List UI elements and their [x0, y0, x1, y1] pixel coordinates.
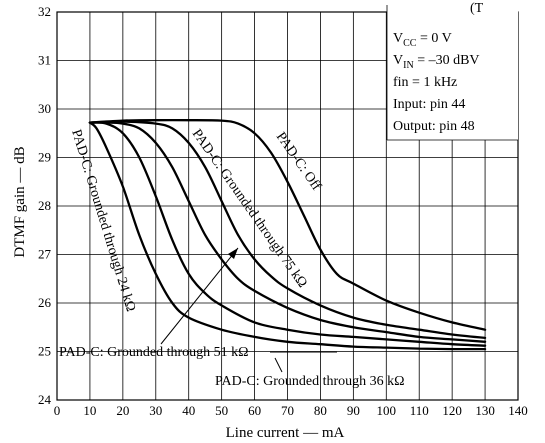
series-line-4 [88, 118, 487, 331]
x-tick-label: 90 [347, 403, 360, 418]
x-tick-label: 120 [442, 403, 462, 418]
x-tick-label: 10 [83, 403, 96, 418]
series-line-1 [88, 121, 487, 347]
tick-labels: 0 10 20 30 40 50 60 70 80 90 100 110 120 130 140 24 25 26… [38, 4, 528, 418]
y-tick-label: 29 [38, 150, 51, 165]
y-tick-label: 30 [38, 101, 51, 116]
x-tick-label: 60 [248, 403, 261, 418]
x-tick-label: 130 [475, 403, 495, 418]
y-tick-label: 27 [38, 247, 52, 262]
leader-51k-arrowhead [228, 248, 238, 259]
conditions-box-mask [387, 5, 518, 140]
y-axis-label: DTMF gain — dB [12, 146, 28, 257]
condition-output: Output: pin 48 [393, 119, 475, 134]
x-tick-label: 140 [508, 403, 528, 418]
x-tick-label: 20 [116, 403, 129, 418]
leader-36k [274, 357, 283, 373]
x-tick-label: 80 [314, 403, 327, 418]
y-tick-label: 26 [38, 295, 52, 310]
x-tick-label: 0 [54, 403, 61, 418]
condition-input: Input: pin 44 [393, 97, 465, 112]
condition-vcc: VCC = 0 V [393, 31, 452, 49]
x-tick-label: 40 [182, 403, 195, 418]
x-axis-label: Line current — mA [226, 425, 345, 441]
label-off: PAD-C: Off [273, 130, 324, 194]
series-line-3 [88, 120, 487, 340]
conditions-cut-text: (T [470, 1, 484, 16]
y-tick-label: 31 [38, 53, 51, 68]
condition-vin: VIN = –30 dBV [393, 53, 480, 71]
label-24k: PAD-C: Grounded through 24 kΩ [68, 128, 138, 314]
x-tick-label: 30 [149, 403, 162, 418]
x-tick-label: 70 [281, 403, 294, 418]
y-tick-label: 28 [38, 198, 51, 213]
x-tick-label: 50 [215, 403, 228, 418]
condition-fin: fin = 1 kHz [393, 75, 457, 90]
series-curves [88, 118, 487, 351]
x-tick-label: 100 [377, 403, 397, 418]
series-line-0 [88, 121, 487, 351]
plot-frame [56, 11, 519, 401]
label-36k: PAD-C: Grounded through 36 kΩ [215, 374, 405, 389]
y-tick-label: 25 [38, 344, 51, 359]
label-51k: PAD-C: Grounded through 51 kΩ [59, 345, 249, 360]
y-tick-label: 24 [38, 392, 52, 407]
series-line-2 [88, 121, 487, 343]
leader-51k-arrow [160, 247, 239, 345]
x-tick-label: 110 [410, 403, 429, 418]
y-tick-label: 32 [38, 4, 51, 19]
